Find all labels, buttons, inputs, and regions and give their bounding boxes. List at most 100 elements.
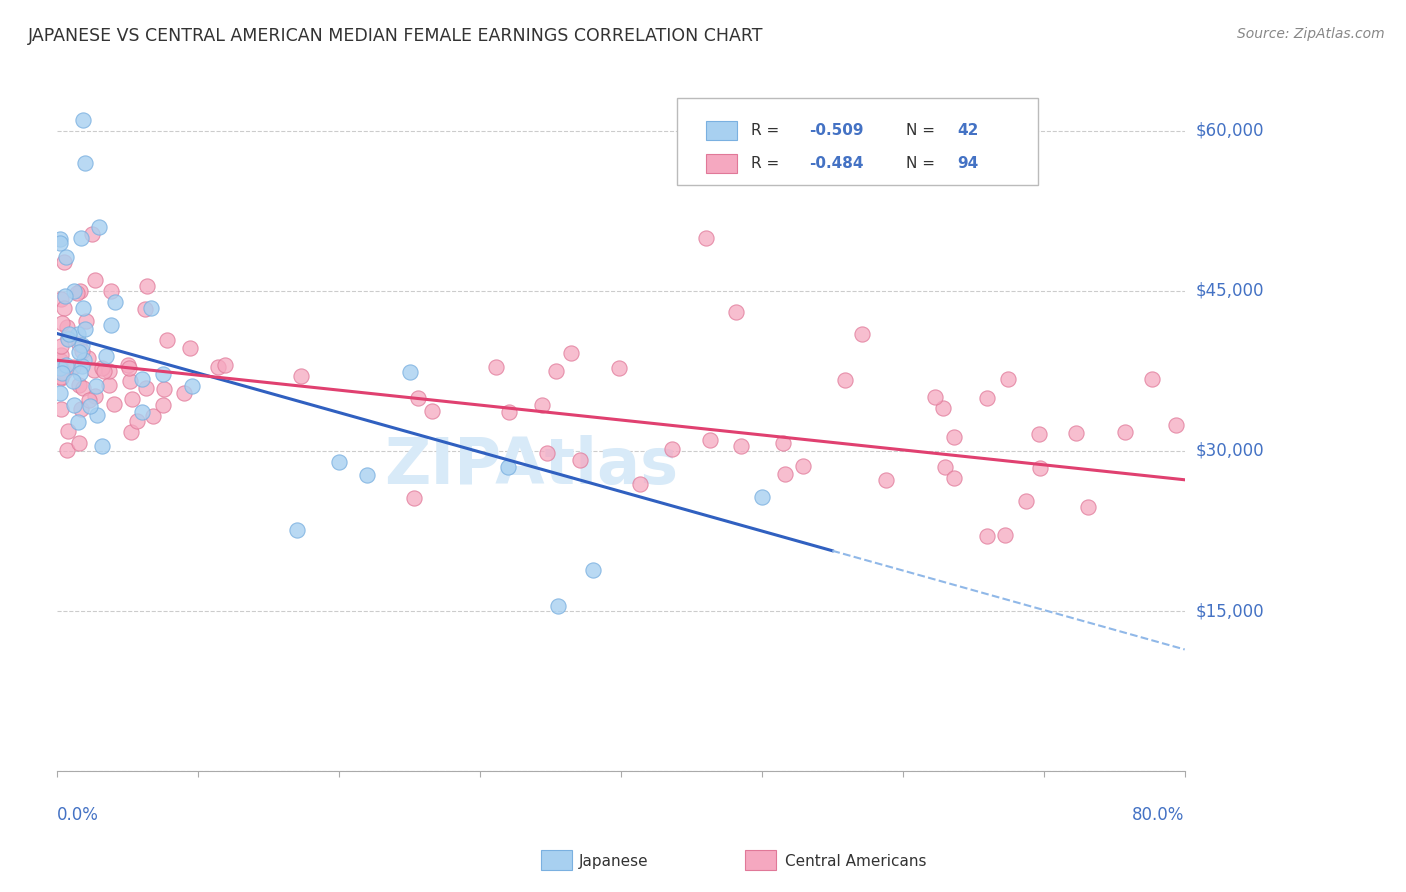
Point: [724, 304, 747, 318]
Point: [56, 425, 79, 439]
Point: [103, 295, 125, 310]
Point: [120, 425, 142, 439]
Point: [67, 378, 90, 392]
Point: [67, 345, 90, 359]
Point: [98, 364, 121, 378]
Point: [792, 459, 814, 474]
Text: 94: 94: [957, 156, 979, 171]
Text: Source: ZipAtlas.com: Source: ZipAtlas.com: [1237, 27, 1385, 41]
Point: [153, 382, 176, 396]
Point: [1029, 461, 1052, 475]
Point: [51, 316, 73, 330]
Text: R =: R =: [751, 123, 783, 138]
Point: [628, 477, 651, 491]
Point: [100, 318, 122, 333]
Point: [141, 301, 163, 315]
Point: [875, 473, 897, 487]
Point: [67, 415, 90, 429]
Point: [62, 398, 84, 412]
Point: [75, 322, 97, 336]
Point: [52, 365, 75, 379]
Point: [751, 490, 773, 504]
Point: [93, 363, 115, 377]
Point: [55, 250, 77, 264]
Point: [772, 436, 794, 450]
Point: [89, 219, 111, 234]
Point: [51, 371, 73, 385]
Point: [285, 523, 308, 537]
Point: [142, 409, 165, 424]
Point: [72, 381, 94, 395]
Point: [699, 434, 721, 448]
Point: [127, 414, 149, 428]
Point: [58, 332, 80, 346]
Point: [100, 284, 122, 298]
Point: [531, 398, 554, 412]
Point: [924, 390, 946, 404]
Point: [83, 363, 105, 377]
Point: [75, 314, 97, 328]
Point: [1028, 427, 1050, 442]
Text: -0.509: -0.509: [810, 123, 863, 138]
Point: [73, 353, 96, 368]
Point: [976, 529, 998, 543]
Point: [51, 353, 73, 368]
Point: [156, 333, 179, 347]
Point: [51, 370, 73, 384]
Point: [994, 528, 1017, 542]
Point: [66, 327, 89, 342]
Point: [51, 366, 73, 380]
Point: [404, 491, 426, 506]
Point: [560, 346, 582, 360]
Point: [406, 391, 429, 405]
Point: [49, 232, 72, 246]
Text: JAPANESE VS CENTRAL AMERICAN MEDIAN FEMALE EARNINGS CORRELATION CHART: JAPANESE VS CENTRAL AMERICAN MEDIAN FEMA…: [28, 27, 763, 45]
Point: [86, 408, 108, 422]
Point: [72, 113, 94, 128]
FancyBboxPatch shape: [706, 121, 737, 140]
Point: [52, 301, 75, 315]
Point: [83, 273, 105, 287]
Point: [134, 301, 156, 316]
Point: [49, 236, 72, 251]
Point: [82, 227, 104, 242]
Text: $15,000: $15,000: [1197, 602, 1264, 620]
Point: [118, 375, 141, 389]
Point: [67, 336, 90, 351]
Point: [976, 391, 998, 405]
Point: [1164, 417, 1187, 432]
Point: [607, 361, 630, 376]
Point: [72, 301, 94, 315]
Point: [356, 468, 378, 483]
Point: [79, 393, 101, 408]
Point: [398, 365, 420, 379]
Point: [932, 401, 955, 415]
Point: [180, 379, 202, 393]
Point: [773, 467, 796, 482]
Point: [135, 279, 157, 293]
Point: [97, 378, 120, 392]
Point: [942, 471, 965, 485]
Point: [55, 358, 77, 372]
Text: 0.0%: 0.0%: [58, 805, 98, 824]
Point: [117, 358, 139, 372]
Point: [117, 361, 139, 376]
Point: [51, 348, 73, 362]
Point: [152, 398, 174, 412]
Text: $30,000: $30,000: [1197, 442, 1264, 460]
Point: [290, 368, 312, 383]
Point: [121, 392, 143, 406]
Text: R =: R =: [751, 156, 783, 171]
Point: [496, 460, 519, 475]
Point: [179, 341, 201, 355]
Point: [58, 331, 80, 345]
Point: [661, 442, 683, 456]
FancyBboxPatch shape: [678, 98, 1038, 185]
Point: [485, 359, 508, 374]
Point: [547, 599, 569, 613]
Text: 80.0%: 80.0%: [1132, 805, 1185, 824]
Point: [51, 402, 73, 417]
Point: [91, 360, 114, 375]
Point: [49, 386, 72, 401]
Point: [131, 372, 153, 386]
